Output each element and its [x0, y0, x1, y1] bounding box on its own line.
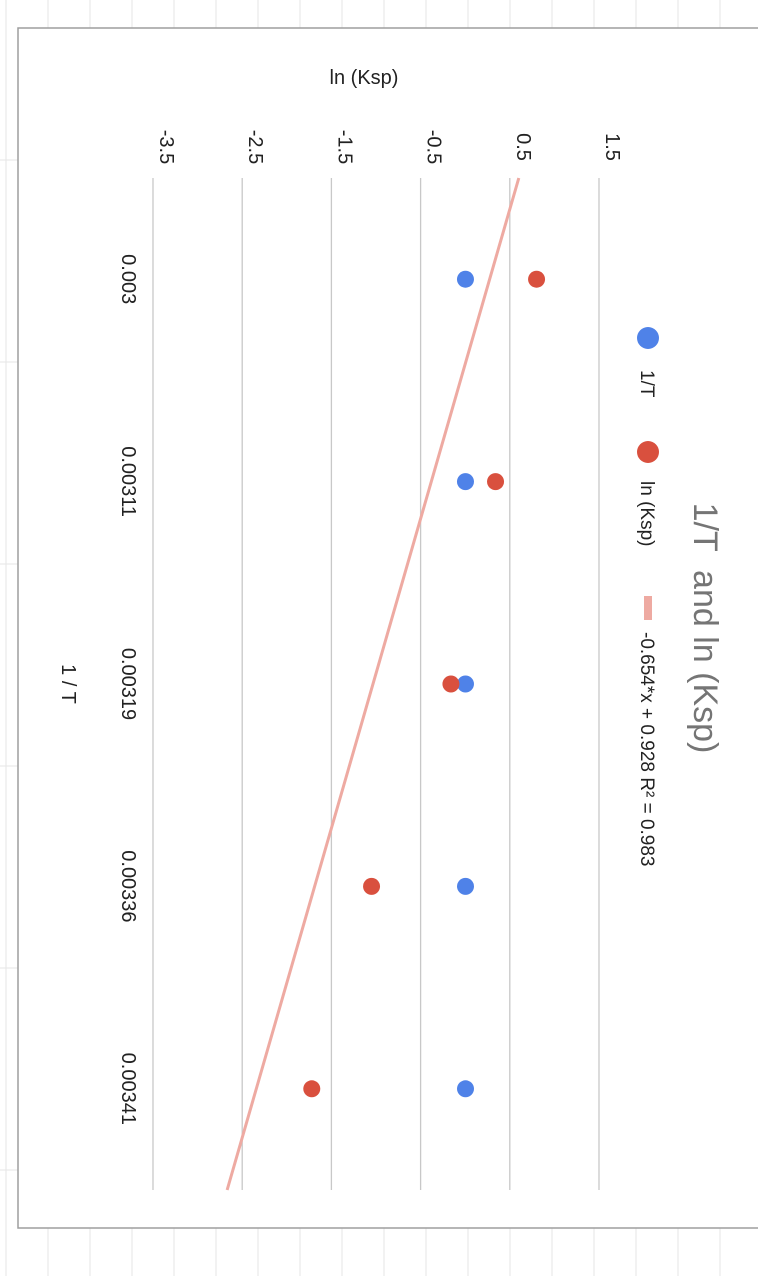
chart-labels: -3.5 -2.5 -1.5 -0.5 0.5 1.5 0.003 0.00311 0.0031…: [57, 67, 724, 1125]
legend-marker-1-over-t: [637, 327, 659, 349]
x-tick-label: 0.00311: [117, 446, 139, 517]
chart-title: 1/T and ln (Ksp): [686, 503, 724, 754]
point-1-over-t: [456, 877, 474, 895]
y-tick-label: -3.5: [155, 130, 177, 164]
legend-marker-trendline: [644, 596, 652, 620]
point-1-over-t: [457, 1080, 475, 1098]
legend-label-trendline: -0.654*x + 0.928 R² = 0.983: [636, 632, 657, 867]
point-ln-ksp: [363, 877, 381, 895]
y-tick-label: -1.5: [333, 130, 355, 164]
legend-marker-ln-ksp: [637, 441, 659, 463]
point-1-over-t: [456, 473, 474, 491]
plot-area: [152, 177, 600, 1191]
y-tick-label: -0.5: [423, 130, 445, 164]
x-tick-label: 0.00319: [117, 648, 139, 720]
y-tick-label: 0.5: [512, 133, 534, 161]
y-tick-label: 1.5: [601, 133, 623, 161]
point-1-over-t: [456, 675, 474, 693]
point-ln-ksp: [303, 1080, 321, 1098]
trendline: [225, 177, 521, 1191]
y-axis-title: ln (Ksp): [330, 67, 399, 89]
point-1-over-t: [456, 270, 474, 288]
legend-label-ln-ksp: ln (Ksp): [636, 481, 657, 546]
x-axis-title: 1 / T: [57, 664, 79, 704]
x-tick-label: 0.00341: [117, 1053, 139, 1125]
x-tick-label: 0.00336: [117, 850, 139, 922]
point-ln-ksp: [528, 270, 546, 288]
point-ln-ksp: [442, 675, 460, 693]
legend-label-1-over-t: 1/T: [636, 370, 657, 398]
point-ln-ksp: [487, 473, 505, 491]
x-tick-label: 0.003: [117, 254, 139, 304]
y-tick-label: -2.5: [244, 130, 266, 164]
